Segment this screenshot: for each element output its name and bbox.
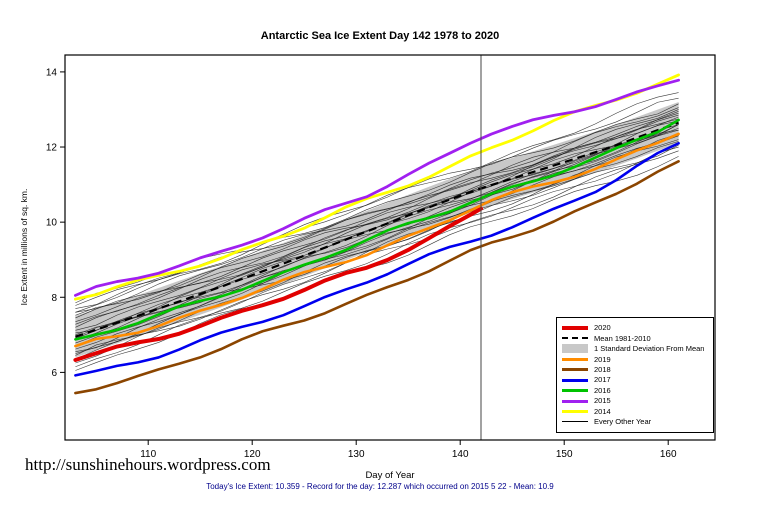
- legend-label: 2016: [594, 385, 611, 395]
- background-year-line: [75, 107, 679, 319]
- legend-swatch: [562, 378, 588, 382]
- background-year-line: [75, 118, 679, 322]
- background-year-line: [75, 103, 679, 309]
- legend: 2020 Mean 1981-2010 1 Standard Deviation F…: [556, 317, 714, 433]
- y-tick-label: 8: [51, 293, 57, 304]
- legend-label: 2017: [594, 375, 611, 385]
- y-tick-label: 12: [46, 143, 58, 154]
- legend-label: 2019: [594, 354, 611, 364]
- legend-item-2018: 2018: [562, 365, 708, 375]
- series-line-2016: [74, 118, 680, 341]
- x-tick-label: 120: [244, 449, 261, 460]
- series-line-2018: [74, 159, 680, 395]
- legend-swatch: [562, 368, 588, 372]
- x-tick-label: 110: [140, 449, 156, 460]
- legend-item-2017: 2017: [562, 375, 708, 385]
- series-line-2019: [74, 132, 680, 348]
- chart-title: Antarctic Sea Ice Extent Day 142 1978 to…: [260, 30, 500, 42]
- x-tick-label: 130: [348, 449, 365, 460]
- legend-swatch: [562, 337, 588, 340]
- legend-item-2016: 2016: [562, 386, 708, 396]
- legend-label: 2018: [594, 365, 611, 374]
- legend-label: 2014: [594, 406, 611, 416]
- background-year-line: [75, 97, 679, 304]
- x-tick-label: 160: [660, 449, 677, 460]
- background-year-line: [75, 150, 679, 360]
- series-line-2015: [74, 78, 680, 297]
- legend-item-2019: 2019: [562, 354, 708, 364]
- background-year-line: [75, 112, 679, 313]
- x-tick-label: 150: [556, 449, 573, 460]
- legend-item-2020: 2020: [562, 323, 708, 333]
- legend-item-1-standard-deviation-from-mean: 1 Standard Deviation From Mean: [562, 344, 708, 354]
- legend-swatch: [562, 344, 588, 354]
- legend-item-2015: 2015: [562, 396, 708, 406]
- y-tick-label: 14: [46, 67, 58, 78]
- y-tick-label: 6: [51, 368, 57, 379]
- background-year-line: [75, 135, 679, 364]
- x-axis-label: Day of Year: [365, 470, 414, 481]
- legend-swatch: [562, 421, 588, 423]
- background-year-line: [75, 144, 679, 350]
- x-tick-label: 140: [452, 449, 469, 460]
- legend-label: 2015: [594, 396, 611, 406]
- background-year-line: [75, 92, 679, 313]
- background-year-line: [75, 124, 679, 353]
- legend-swatch: [562, 399, 588, 403]
- watermark-url: http://sunshinehours.wordpress.com: [25, 455, 271, 474]
- series-line-2020: [73, 206, 483, 362]
- legend-swatch: [562, 326, 588, 330]
- legend-label: Every Other Year: [594, 417, 652, 427]
- legend-swatch: [562, 410, 588, 413]
- footnote: Today's Ice Extent: 10.359 - Record for …: [206, 482, 554, 491]
- y-tick-label: 10: [46, 218, 58, 229]
- legend-item-every-other-year: Every Other Year: [562, 417, 708, 427]
- legend-swatch: [562, 357, 588, 361]
- legend-item-2014: 2014: [562, 407, 708, 417]
- y-axis-label: Ice Extent in millions of sq. km.: [19, 189, 29, 306]
- legend-label: Mean 1981-2010: [594, 333, 651, 343]
- legend-label: 1 Standard Deviation From Mean: [594, 344, 705, 354]
- legend-swatch: [562, 389, 588, 393]
- legend-label: 2020: [594, 323, 611, 333]
- legend-item-mean-1981-2010: Mean 1981-2010: [562, 333, 708, 343]
- plot-border: [64, 54, 716, 441]
- background-year-line: [75, 124, 679, 316]
- series-line-2017: [74, 141, 680, 377]
- background-year-line: [75, 116, 679, 306]
